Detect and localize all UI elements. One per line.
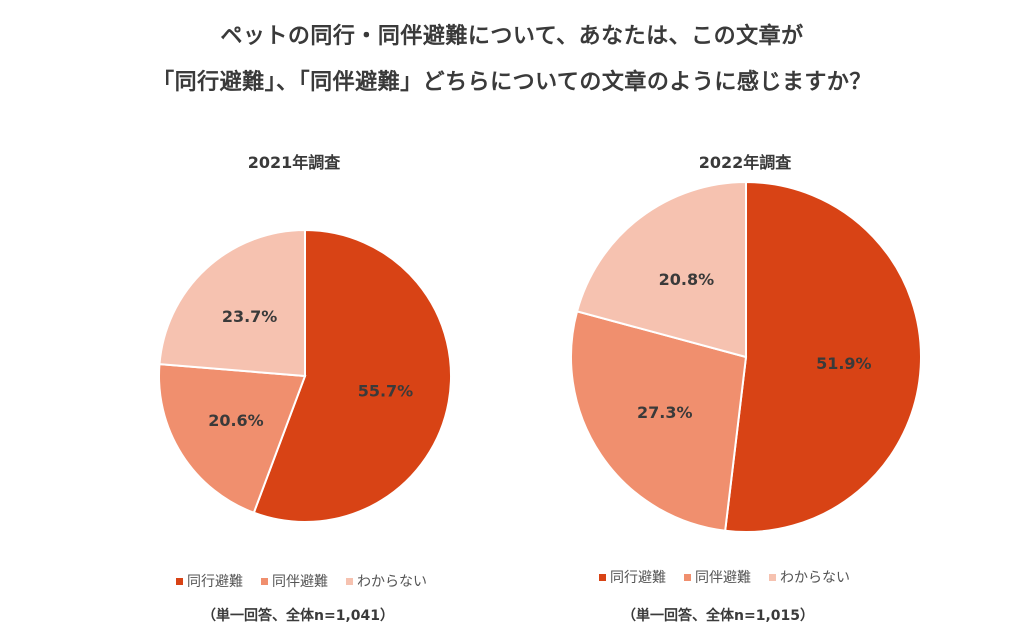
pie-chart-2021: 55.7% 20.6% 23.7%	[158, 228, 452, 523]
slice-douhan	[158, 363, 307, 515]
chart-title-line2: 「同行避難」、「同伴避難」どちらについての文章のように感じますか？	[152, 70, 872, 95]
legend-item-douhan: 同伴避難	[684, 567, 751, 587]
legend-swatch-icon	[599, 573, 606, 581]
slice-douko	[252, 228, 452, 523]
slice-label: 20.6%	[208, 411, 264, 430]
slice-douko	[724, 180, 923, 533]
slice-label: 51.9%	[816, 354, 872, 373]
legend-swatch-icon	[769, 573, 776, 581]
legend-2022: 同行避難 同伴避難 わからない	[599, 567, 850, 587]
slice-unknown	[575, 180, 747, 359]
slice-label: 23.7%	[222, 307, 278, 326]
legend-label: わからない	[780, 570, 850, 586]
legend-label: わからない	[357, 574, 427, 590]
legend-label: 同伴避難	[272, 574, 328, 590]
legend-2021: 同行避難 同伴避難 わからない	[176, 571, 427, 591]
pie-title-2022: 2022年調査	[699, 153, 792, 172]
legend-label: 同伴避難	[695, 570, 751, 586]
legend-item-unknown: わからない	[346, 571, 427, 591]
legend-swatch-icon	[261, 577, 268, 585]
legend-label: 同行避難	[187, 574, 243, 590]
slice-unknown	[158, 228, 306, 378]
legend-label: 同行避難	[610, 570, 666, 586]
slice-douhan	[570, 310, 748, 532]
slice-label: 20.8%	[659, 270, 715, 289]
legend-item-unknown: わからない	[769, 567, 850, 587]
legend-swatch-icon	[346, 577, 353, 585]
legend-swatch-icon	[176, 577, 183, 585]
legend-swatch-icon	[684, 573, 691, 581]
slice-label: 55.7%	[358, 382, 414, 401]
pie-chart-2022: 51.9% 27.3% 20.8%	[570, 180, 923, 533]
legend-item-douko: 同行避難	[599, 567, 666, 587]
sample-note-2022: （単一回答、全体n=1,015）	[622, 608, 814, 624]
legend-item-douko: 同行避難	[176, 571, 243, 591]
pie-title-2021: 2021年調査	[248, 153, 341, 172]
sample-note-2021: （単一回答、全体n=1,041）	[202, 608, 394, 624]
chart-title-line1: ペットの同行・同伴避難について、あなたは、この文章が	[220, 24, 804, 49]
legend-item-douhan: 同伴避難	[261, 571, 328, 591]
slice-label: 27.3%	[637, 403, 693, 422]
